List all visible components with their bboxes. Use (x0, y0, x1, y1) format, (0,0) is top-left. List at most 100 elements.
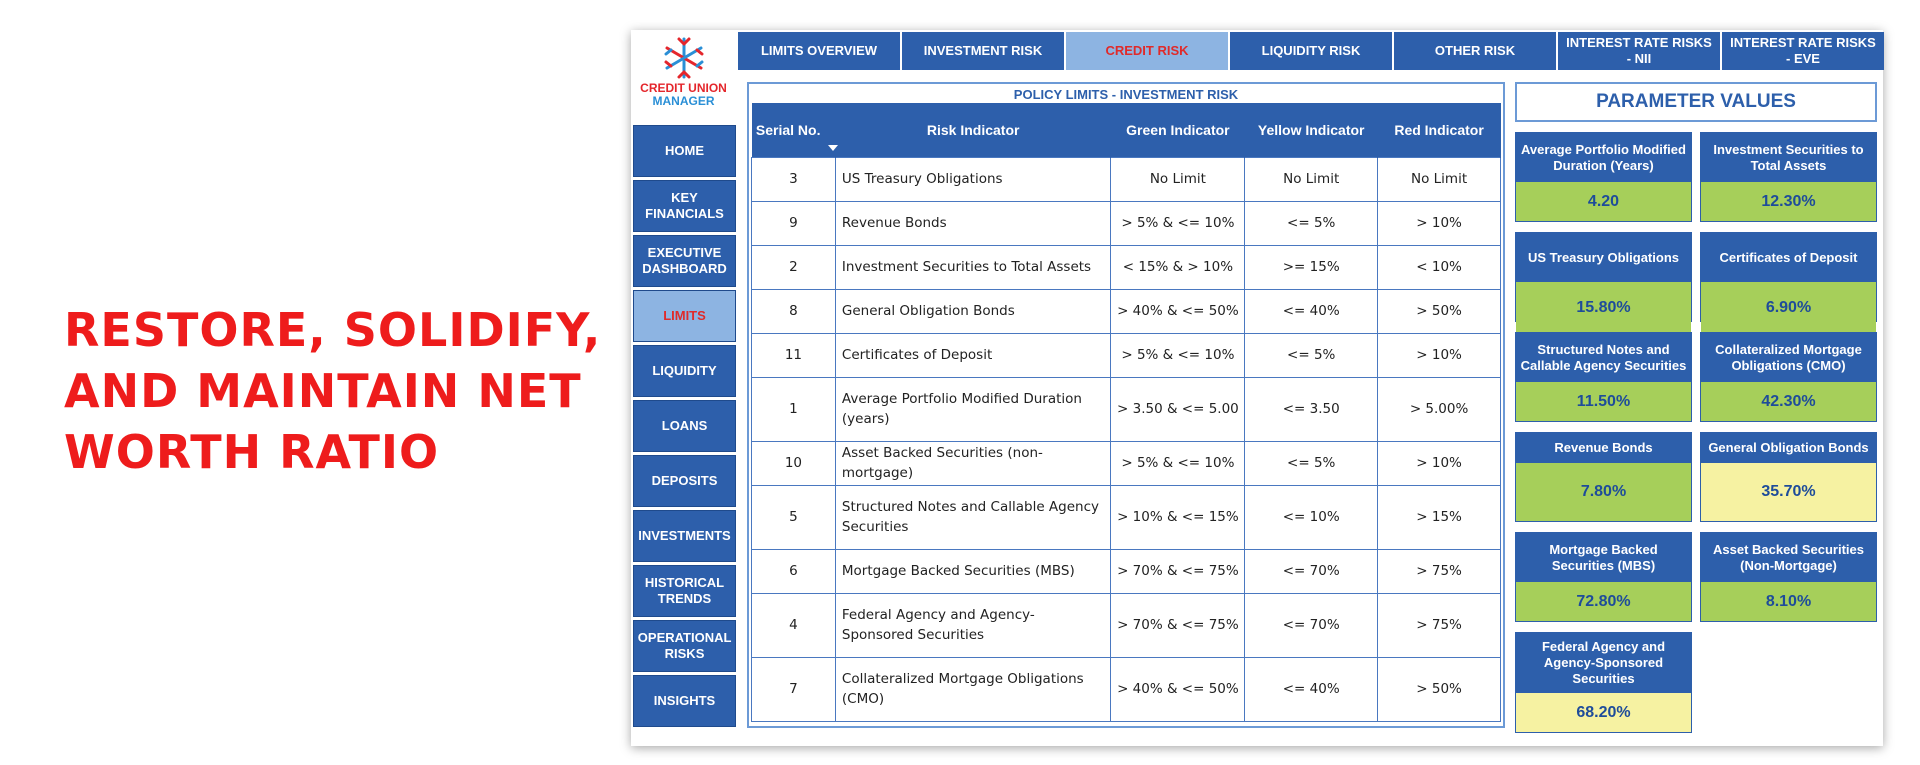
cell-red: > 15% (1377, 484, 1501, 550)
tab-interest-rate-risks-eve[interactable]: INTEREST RATE RISKS - EVE (1722, 32, 1884, 70)
cell-serial: 2 (751, 244, 836, 290)
cell-yellow: <= 40% (1244, 288, 1379, 334)
cell-yellow: No Limit (1244, 156, 1379, 202)
parameter-values-panel: PARAMETER VALUES Average Portfolio Modif… (1515, 82, 1877, 733)
sidebar-item-investments[interactable]: INVESTMENTS (633, 510, 736, 562)
cell-green: > 5% & <= 10% (1110, 440, 1246, 486)
table-row: 5 Structured Notes and Callable Agency S… (751, 484, 1501, 550)
param-card-value: 68.20% (1516, 693, 1691, 732)
sidebar-item-historical-trends[interactable]: HISTORICAL TRENDS (633, 565, 736, 617)
cell-green: > 5% & <= 10% (1110, 200, 1246, 246)
cell-serial: 1 (751, 376, 836, 442)
cell-yellow: <= 10% (1244, 484, 1379, 550)
cell-green: No Limit (1110, 156, 1246, 202)
cell-red: > 50% (1377, 288, 1501, 334)
param-card-label: Structured Notes and Callable Agency Sec… (1516, 333, 1691, 382)
param-card-label: Investment Securities to Total Assets (1701, 133, 1876, 182)
sidebar-item-key-financials[interactable]: KEY FINANCIALS (633, 180, 736, 232)
column-header-green: Green Indicator (1110, 103, 1246, 157)
table-header-row: Serial No. Risk Indicator Green Indicato… (751, 103, 1501, 157)
cell-risk-indicator: Revenue Bonds (834, 200, 1112, 246)
sidebar-item-insights[interactable]: INSIGHTS (633, 675, 736, 727)
column-header-yellow: Yellow Indicator (1244, 103, 1379, 157)
headline: RESTORE, SOLIDIFY, AND MAINTAIN NET WORT… (64, 303, 602, 479)
table-row: 7 Collateralized Mortgage Obligations (C… (751, 656, 1501, 722)
cell-serial: 5 (751, 484, 836, 550)
cell-red: > 10% (1377, 440, 1501, 486)
cell-green: > 70% & <= 75% (1110, 592, 1246, 658)
param-card-value: 11.50% (1516, 382, 1691, 421)
sidebar: HOME KEY FINANCIALS EXECUTIVE DASHBOARD … (633, 125, 736, 730)
cell-green: > 5% & <= 10% (1110, 332, 1246, 378)
sidebar-item-home[interactable]: HOME (633, 125, 736, 177)
cell-risk-indicator: General Obligation Bonds (834, 288, 1112, 334)
cell-yellow: <= 40% (1244, 656, 1379, 722)
param-card-value: 8.10% (1701, 582, 1876, 621)
param-card-structured-notes: Structured Notes and Callable Agency Sec… (1515, 332, 1692, 422)
param-card-us-treasury: US Treasury Obligations 15.80% (1515, 232, 1692, 333)
cell-serial: 11 (751, 332, 836, 378)
tab-other-risk[interactable]: OTHER RISK (1394, 32, 1556, 70)
cell-risk-indicator: Average Portfolio Modified Duration (yea… (834, 376, 1112, 442)
param-card-label: Mortgage Backed Securities (MBS) (1516, 533, 1691, 582)
cell-serial: 7 (751, 656, 836, 722)
sidebar-item-liquidity[interactable]: LIQUIDITY (633, 345, 736, 397)
cell-red: > 75% (1377, 548, 1501, 594)
tab-liquidity-risk[interactable]: LIQUIDITY RISK (1230, 32, 1392, 70)
tab-limits-overview[interactable]: LIMITS OVERVIEW (738, 32, 900, 70)
param-card-label: Average Portfolio Modified Duration (Yea… (1516, 133, 1691, 182)
logo-line1: CREDIT UNION (640, 81, 727, 95)
policy-limits-panel: POLICY LIMITS - INVESTMENT RISK Serial N… (747, 82, 1505, 728)
param-card-asset-backed: Asset Backed Securities (Non-Mortgage) 8… (1700, 532, 1877, 622)
policy-limits-table: Serial No. Risk Indicator Green Indicato… (751, 103, 1501, 722)
cell-yellow: <= 70% (1244, 548, 1379, 594)
cell-serial: 4 (751, 592, 836, 658)
sidebar-item-executive-dashboard[interactable]: EXECUTIVE DASHBOARD (633, 235, 736, 287)
param-card-value: 42.30% (1701, 382, 1876, 421)
cell-serial: 3 (751, 156, 836, 202)
sidebar-item-deposits[interactable]: DEPOSITS (633, 455, 736, 507)
cell-red: < 10% (1377, 244, 1501, 290)
param-card-cmo: Collateralized Mortgage Obligations (CMO… (1700, 332, 1877, 422)
param-card-value: 6.90% (1701, 282, 1876, 333)
param-card-revenue-bonds: Revenue Bonds 7.80% (1515, 432, 1692, 522)
table-row: 3 US Treasury Obligations No Limit No Li… (751, 156, 1501, 202)
param-card-value: 4.20 (1516, 182, 1691, 221)
cell-risk-indicator: Collateralized Mortgage Obligations (CMO… (834, 656, 1112, 722)
tab-interest-rate-risks-nii[interactable]: INTEREST RATE RISKS - NII (1558, 32, 1720, 70)
table-row: 8 General Obligation Bonds > 40% & <= 50… (751, 288, 1501, 334)
cell-green: > 40% & <= 50% (1110, 288, 1246, 334)
table-row: 4 Federal Agency and Agency-Sponsored Se… (751, 592, 1501, 658)
cell-serial: 6 (751, 548, 836, 594)
param-card-investment-securities: Investment Securities to Total Assets 12… (1700, 132, 1877, 222)
cell-serial: 8 (751, 288, 836, 334)
snowflake-logo-icon (664, 37, 703, 79)
param-card-label: Federal Agency and Agency-Sponsored Secu… (1516, 633, 1691, 693)
param-card-value: 35.70% (1701, 463, 1876, 521)
cell-serial: 9 (751, 200, 836, 246)
param-card-label: General Obligation Bonds (1701, 433, 1876, 463)
cell-red: > 5.00% (1377, 376, 1501, 442)
sort-dropdown-icon[interactable] (828, 144, 839, 151)
logo[interactable]: CREDIT UNION MANAGER (631, 30, 736, 120)
cell-risk-indicator: US Treasury Obligations (834, 156, 1112, 202)
param-card-certificates-of-deposit: Certificates of Deposit 6.90% (1700, 232, 1877, 333)
sidebar-item-operational-risks[interactable]: OPERATIONAL RISKS (633, 620, 736, 672)
param-card-label: Certificates of Deposit (1701, 233, 1876, 282)
cell-red: No Limit (1377, 156, 1501, 202)
column-header-serial[interactable]: Serial No. (751, 103, 839, 157)
sidebar-item-limits[interactable]: LIMITS (633, 290, 736, 342)
table-row: 6 Mortgage Backed Securities (MBS) > 70%… (751, 548, 1501, 594)
param-card-value: 72.80% (1516, 582, 1691, 621)
cell-green: > 70% & <= 75% (1110, 548, 1246, 594)
tab-credit-risk[interactable]: CREDIT RISK (1066, 32, 1228, 70)
cell-yellow: <= 3.50 (1244, 376, 1379, 442)
cell-red: > 75% (1377, 592, 1501, 658)
param-card-value: 15.80% (1516, 282, 1691, 333)
cell-yellow: <= 5% (1244, 332, 1379, 378)
tab-investment-risk[interactable]: INVESTMENT RISK (902, 32, 1064, 70)
cell-risk-indicator: Asset Backed Securities (non-mortgage) (834, 440, 1112, 486)
sidebar-item-loans[interactable]: LOANS (633, 400, 736, 452)
table-row: 11 Certificates of Deposit > 5% & <= 10%… (751, 332, 1501, 378)
param-card-value: 7.80% (1516, 463, 1691, 521)
